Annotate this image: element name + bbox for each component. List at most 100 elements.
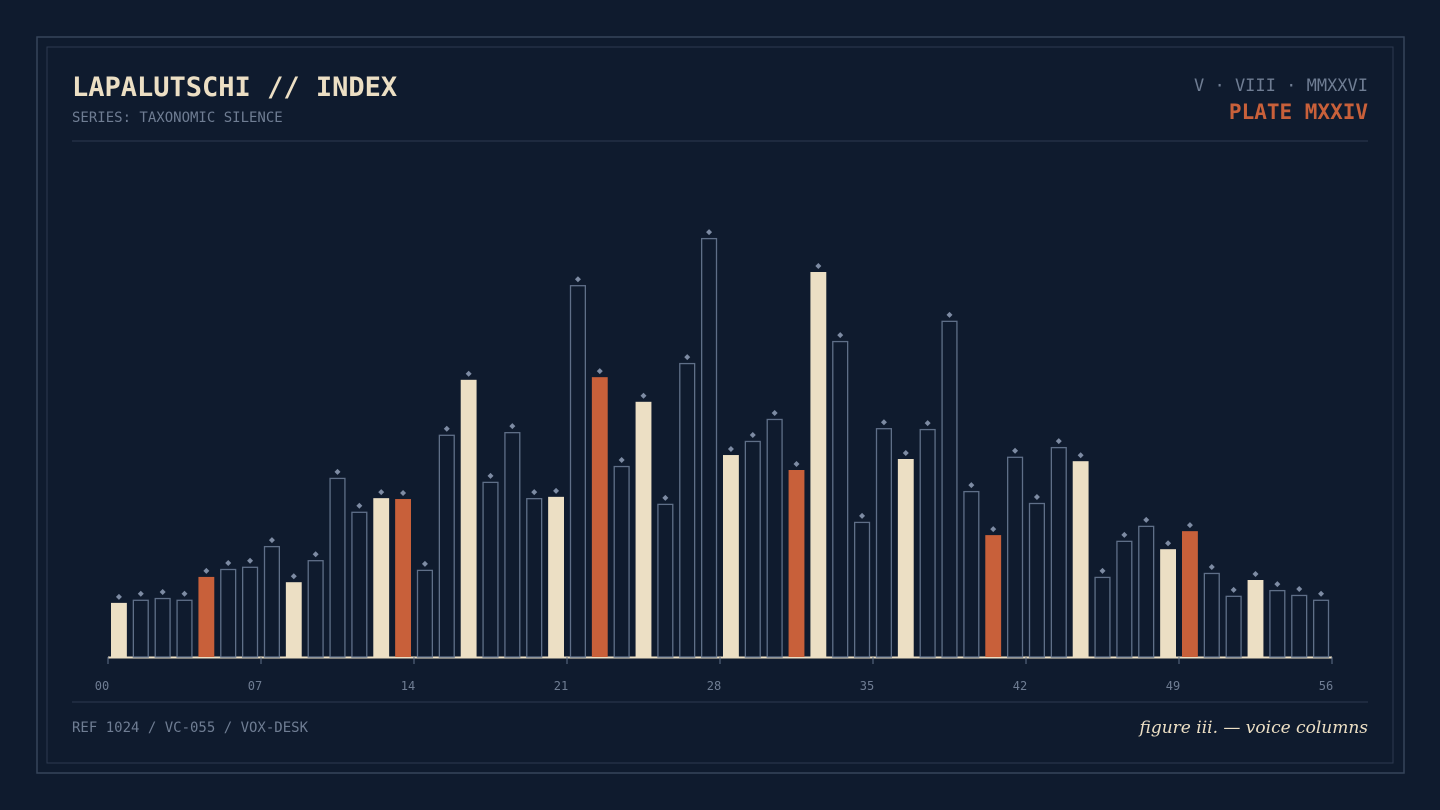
bar-cap-dot bbox=[312, 551, 319, 558]
bar-cap-dot bbox=[421, 560, 428, 567]
bar bbox=[679, 362, 696, 658]
bar-cap-dot bbox=[793, 461, 800, 467]
bar-cap-dot bbox=[509, 423, 516, 430]
x-tick-label: 21 bbox=[554, 679, 568, 693]
bar-cap-dot bbox=[1143, 516, 1150, 523]
bar-cap-dot bbox=[684, 354, 691, 361]
bar-cap-dot bbox=[837, 332, 844, 339]
bar-cap-dot bbox=[706, 229, 713, 236]
bar bbox=[329, 477, 346, 658]
bar bbox=[285, 582, 302, 657]
x-tick-label: 42 bbox=[1013, 679, 1027, 693]
bar-cap-dot bbox=[596, 368, 603, 375]
bar bbox=[635, 401, 652, 657]
reference: REF 1024 / VC-055 / VOX-DESK bbox=[72, 720, 309, 736]
bar-cap-dot bbox=[334, 468, 341, 475]
bar-cap-dot bbox=[946, 311, 953, 318]
bar-cap-dot bbox=[1077, 452, 1084, 459]
bar bbox=[111, 602, 127, 657]
x-tick-label: 35 bbox=[860, 679, 874, 693]
bar-cap-dot bbox=[662, 494, 669, 501]
bar bbox=[723, 455, 739, 657]
outer-frame bbox=[36, 36, 1405, 774]
bar bbox=[788, 470, 805, 657]
bar bbox=[1050, 446, 1067, 658]
bar bbox=[1225, 595, 1242, 658]
bar bbox=[460, 379, 477, 657]
x-tick-label: 49 bbox=[1166, 679, 1180, 693]
bar bbox=[657, 503, 674, 658]
bar-cap-dot bbox=[115, 593, 122, 600]
x-tick-label: 14 bbox=[401, 679, 415, 693]
bar bbox=[526, 498, 543, 658]
bar bbox=[220, 568, 237, 658]
bar bbox=[1072, 461, 1089, 657]
bar bbox=[853, 521, 871, 658]
x-tick-label: 00 bbox=[95, 679, 109, 693]
caption: figure iii. — voice columns bbox=[1138, 718, 1369, 738]
bar bbox=[810, 272, 827, 657]
bar bbox=[154, 597, 171, 658]
bar-cap-dot bbox=[1099, 567, 1106, 574]
bar bbox=[1138, 525, 1155, 658]
subtitle: SERIES: TAXONOMIC SILENCE bbox=[72, 110, 283, 126]
bar bbox=[832, 340, 849, 658]
bar bbox=[1247, 580, 1264, 657]
bar bbox=[198, 576, 215, 657]
bar bbox=[504, 432, 521, 658]
bar-cap-dot bbox=[727, 446, 734, 453]
bar-cap-dot bbox=[815, 263, 822, 269]
title: LAPALUTSCHI // INDEX bbox=[72, 72, 397, 103]
bar-cap-dot bbox=[1274, 581, 1281, 588]
bar bbox=[1006, 456, 1024, 658]
bar-cap-dot bbox=[137, 590, 144, 597]
bar bbox=[395, 499, 411, 657]
bar-cap-dot bbox=[1186, 522, 1193, 529]
bar-cap-dot bbox=[924, 420, 931, 427]
bar-cap-dot bbox=[749, 431, 756, 438]
bar-cap-dot bbox=[1055, 438, 1062, 445]
bar-cap-dot bbox=[356, 502, 363, 509]
bar-cap-dot bbox=[553, 487, 560, 494]
bar bbox=[1028, 502, 1046, 658]
bar bbox=[700, 237, 718, 658]
bar-cap-dot bbox=[1012, 447, 1019, 454]
bar bbox=[591, 377, 608, 657]
date: V · VIII · MMXXVI bbox=[1194, 76, 1368, 96]
plate-number: PLATE MXXIV bbox=[1229, 100, 1368, 124]
bar bbox=[875, 428, 893, 658]
x-tick-label: 56 bbox=[1319, 679, 1333, 693]
inner-frame bbox=[46, 46, 1394, 764]
bar-cap-dot bbox=[1033, 494, 1040, 500]
bar bbox=[1160, 549, 1176, 657]
bar bbox=[416, 569, 434, 658]
bar-cap-dot bbox=[1318, 590, 1325, 597]
bar-cap-dot bbox=[247, 557, 254, 564]
bar bbox=[1203, 572, 1220, 658]
bar bbox=[766, 418, 783, 658]
bar bbox=[482, 481, 499, 658]
x-tick-label: 28 bbox=[707, 679, 721, 693]
bar-cap-dot bbox=[465, 370, 472, 377]
bar bbox=[941, 320, 958, 658]
bar bbox=[1312, 599, 1330, 658]
bar-cap-dot bbox=[400, 490, 407, 497]
bar bbox=[569, 285, 587, 658]
bar-cap-dot bbox=[990, 526, 997, 533]
bar bbox=[1291, 594, 1308, 658]
x-tick-label: 07 bbox=[248, 679, 262, 693]
bar-cap-dot bbox=[1165, 540, 1172, 547]
bar-cap-dot bbox=[880, 419, 887, 426]
bar-cap-dot bbox=[902, 450, 909, 456]
bar-cap-dot bbox=[225, 560, 232, 566]
bar bbox=[438, 434, 455, 658]
bar bbox=[985, 535, 1002, 657]
bar-cap-dot bbox=[574, 276, 581, 283]
bar bbox=[132, 599, 149, 658]
bar-cap-dot bbox=[771, 409, 778, 416]
bar-cap-dot bbox=[378, 489, 385, 496]
bar bbox=[176, 599, 193, 658]
bar-cap-dot bbox=[618, 457, 625, 464]
bar-cap-dot bbox=[203, 567, 210, 574]
